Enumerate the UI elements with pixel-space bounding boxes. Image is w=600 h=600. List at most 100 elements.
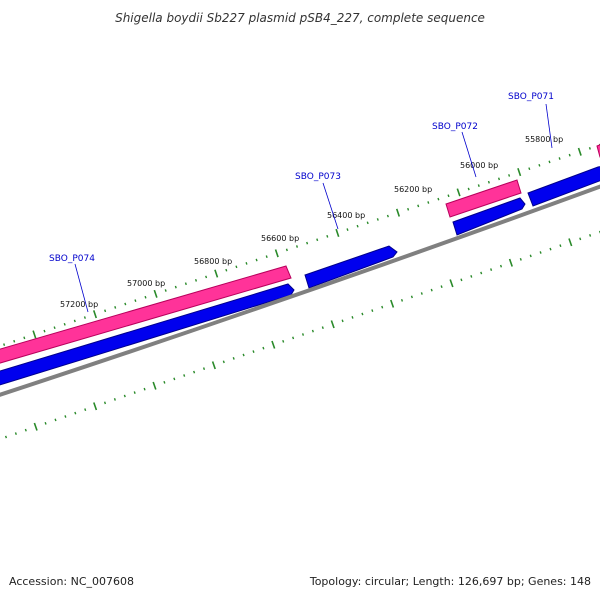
gene-labels: SBO_P071 SBO_P072 SBO_P073 SBO_P074 — [49, 92, 554, 313]
inner-tick-mark — [410, 295, 413, 299]
inner-tick-mark — [589, 234, 592, 237]
outer-tick-mark — [32, 330, 37, 339]
inner-tick-mark — [193, 370, 196, 374]
gene-label-sbo-p072[interactable]: SBO_P072 — [432, 122, 478, 132]
inner-tick-mark — [163, 380, 166, 384]
outer-tick-mark — [335, 228, 340, 238]
inner-tick-mark — [262, 346, 265, 350]
bp-label-56600: 56600 bp — [261, 234, 299, 243]
outer-tick-mark — [285, 248, 288, 252]
outer-tick-mark — [255, 258, 258, 262]
outer-tick-mark — [225, 268, 228, 272]
outer-tick-mark — [23, 336, 26, 340]
outer-tick-mark — [366, 221, 369, 225]
reverse-feature-4[interactable] — [527, 165, 600, 207]
inner-tick-mark — [211, 361, 216, 370]
inner-tick-mark — [529, 254, 532, 258]
outer-tick-mark — [104, 309, 107, 313]
genome-info-text: Topology: circular; Length: 126,697 bp; … — [309, 575, 591, 588]
inner-tick-mark — [381, 305, 384, 309]
reverse-feature-3[interactable] — [452, 197, 526, 236]
outer-tick-mark — [467, 187, 470, 191]
forward-feature-1[interactable] — [0, 265, 292, 366]
outer-tick-mark — [92, 310, 98, 319]
outer-tick-mark — [3, 343, 6, 346]
bp-label-56400: 56400 bp — [327, 211, 365, 220]
inner-tick-mark — [232, 357, 235, 360]
inner-tick-mark — [133, 391, 136, 394]
gene-leader-line — [74, 263, 89, 313]
outer-tick-mark — [487, 180, 490, 184]
inner-tick-mark — [183, 374, 186, 377]
inner-tick-mark — [202, 367, 206, 371]
inner-tick-mark — [103, 401, 107, 405]
outer-tick-mark — [134, 299, 137, 302]
inner-tick-mark — [321, 326, 324, 330]
outer-tick-mark — [447, 194, 450, 198]
gene-label-sbo-p071[interactable]: SBO_P071 — [508, 92, 554, 102]
inner-tick-mark — [371, 309, 374, 312]
inner-tick-mark — [252, 350, 255, 353]
outer-tick-mark — [326, 234, 329, 238]
gene-label-sbo-p074[interactable]: SBO_P074 — [49, 254, 95, 264]
inner-tick-mark — [330, 320, 335, 329]
outer-tick-mark — [194, 278, 198, 282]
outer-tick-mark — [184, 282, 187, 286]
outer-tick-mark — [245, 262, 248, 265]
inner-tick-mark — [499, 264, 503, 268]
inner-tick-mark — [64, 415, 67, 418]
inner-tick-mark — [152, 381, 157, 390]
inner-tick-mark — [361, 312, 364, 316]
inner-tick-mark — [351, 316, 354, 319]
backbone-ring — [0, 184, 600, 397]
inner-tick-mark — [430, 288, 433, 292]
inner-tick-mark — [568, 238, 573, 247]
bp-label-56000: 56000 bp — [460, 161, 498, 170]
outer-tick-mark — [124, 302, 127, 306]
inner-tick-mark — [143, 387, 146, 391]
outer-tick-mark — [437, 197, 440, 201]
inner-tick-mark — [14, 432, 17, 435]
inner-tick-mark — [559, 244, 562, 248]
inner-tick-mark — [449, 279, 454, 288]
inner-tick-mark — [440, 285, 443, 289]
outer-tick-mark — [153, 289, 158, 298]
gene-label-sbo-p073[interactable]: SBO_P073 — [295, 172, 341, 182]
outer-tick-mark — [407, 207, 410, 211]
inner-tick-mark — [4, 435, 8, 439]
inner-tick-mark — [508, 258, 513, 267]
outer-tick-mark — [517, 168, 522, 177]
outer-tick-mark — [508, 174, 511, 177]
inner-tick-mark — [390, 299, 395, 308]
outer-tick-mark — [568, 153, 571, 157]
reverse-feature-1[interactable] — [0, 283, 295, 388]
outer-tick-mark — [205, 275, 208, 279]
outer-tick-mark — [386, 214, 389, 218]
outer-tick-mark — [528, 167, 531, 171]
outer-tick-mark — [477, 184, 480, 187]
forward-feature-3[interactable] — [596, 141, 600, 158]
forward-feature-2[interactable] — [445, 179, 522, 218]
outer-tick-mark — [43, 329, 46, 333]
inner-tick-mark — [539, 251, 542, 254]
outer-tick-mark — [235, 265, 238, 269]
inner-tick-mark — [301, 333, 305, 336]
outer-tick-mark — [114, 306, 117, 309]
inner-tick-mark — [282, 339, 285, 343]
inner-tick-mark — [490, 268, 493, 271]
outer-tick-mark — [456, 188, 461, 197]
inner-tick-mark — [549, 247, 552, 251]
outer-tick-mark — [144, 295, 147, 299]
inner-tick-mark — [519, 257, 522, 261]
map-title: Shigella boydii Sb227 plasmid pSB4_227, … — [115, 11, 485, 25]
outer-tick-mark — [558, 157, 561, 160]
inner-tick-mark — [579, 237, 582, 241]
inner-tick-mark — [93, 402, 98, 411]
outer-tick-mark — [577, 147, 582, 156]
inner-tick-mark — [44, 421, 47, 425]
accession-text: Accession: NC_007608 — [9, 575, 134, 588]
inner-tick-mark — [84, 408, 87, 412]
inner-tick-mark — [341, 319, 344, 323]
reverse-feature-2[interactable] — [304, 245, 398, 289]
outer-tick-mark — [548, 160, 551, 164]
